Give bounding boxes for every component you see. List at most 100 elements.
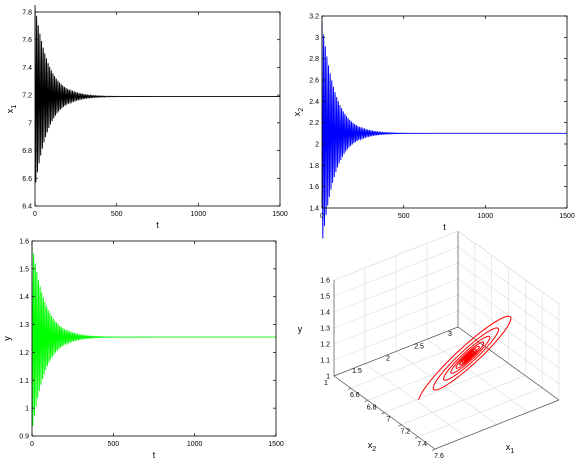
y-tick-label: 7.4 — [22, 65, 32, 72]
x-tick-label: 500 — [107, 441, 119, 448]
x-tick-label: 500 — [398, 213, 410, 220]
z-tick-label: 1.2 — [320, 342, 330, 349]
y-tick-label: 7.8 — [22, 10, 32, 17]
x1-tick — [381, 412, 385, 415]
grid-floor-y — [426, 339, 529, 413]
series-line-0 — [321, 21, 567, 239]
x1-tick — [415, 436, 419, 439]
x-axis-label: t — [156, 220, 159, 230]
axis-x2 — [434, 399, 560, 450]
grid-wall-z — [457, 262, 560, 337]
x1-tick-label: 6.8 — [367, 404, 377, 411]
grid-floor-y — [364, 363, 467, 437]
y-tick-label: 1.4 — [19, 294, 29, 301]
x-tick-label: 0 — [320, 213, 324, 220]
grid-side-z — [333, 310, 459, 361]
x2-axis-label: x2 — [368, 440, 377, 453]
x-tick-label: 1000 — [191, 211, 207, 218]
y-tick-label: 1.3 — [19, 322, 29, 329]
y-tick-label: 3.2 — [309, 14, 319, 21]
y-tick-label: 3 — [315, 35, 319, 42]
series-line-0 — [34, 5, 280, 183]
x-axis-label: t — [443, 222, 446, 232]
axes-box — [31, 240, 277, 437]
y-tick-label: 1.8 — [309, 163, 319, 170]
axes-box — [321, 15, 568, 209]
y-tick-label: 6.8 — [22, 148, 32, 155]
plot-p3: 0 500 1000 1500 0.9 1 1.1 1.2 1.3 1.4 1.5 1.6 t y — [2, 239, 284, 461]
z-axis-label: y — [298, 324, 303, 334]
box-edge-top — [457, 230, 560, 305]
grid-side-z — [333, 278, 459, 329]
x-tick-label: 0 — [33, 211, 37, 218]
y-tick-label: 2.6 — [309, 78, 319, 85]
y-tick-label: 2.8 — [309, 56, 319, 63]
y-tick-label: 0.9 — [19, 434, 29, 441]
y-tick-label: 2.2 — [309, 120, 319, 127]
y-tick-label: 1.1 — [19, 378, 29, 385]
x1-tick-label: 7.6 — [434, 453, 444, 460]
series-line-0 — [31, 242, 276, 427]
x1-tick-label: 7 — [387, 417, 391, 424]
y-tick-label: 1 — [25, 406, 29, 413]
box-edge — [333, 326, 459, 377]
x2-tick-label: 1.5 — [352, 368, 362, 375]
grid-side-z — [333, 262, 459, 313]
x-axis-label: t — [153, 450, 156, 460]
y-tick-label: 7 — [28, 120, 32, 127]
x1-tick — [398, 424, 402, 427]
x2-tick-label: 2.5 — [414, 343, 424, 350]
x2-tick-label: 2 — [386, 356, 390, 363]
box-edge-top — [333, 230, 459, 281]
y-tick-label: 7.2 — [22, 93, 32, 100]
x2-tick-label: 1 — [324, 380, 328, 387]
x1-tick — [364, 400, 368, 403]
x-tick-label: 500 — [111, 211, 123, 218]
grid-wall-z — [457, 246, 560, 321]
x1-tick-label: 7.2 — [400, 429, 410, 436]
grid-side-z — [333, 294, 459, 345]
x1-tick — [431, 448, 436, 451]
x-tick-label: 1500 — [559, 213, 575, 220]
plot-p1: 0 500 1000 1500 6.4 6.6 6.8 7 7.2 7.4 7.6 7.8 t x1 — [5, 5, 288, 230]
y-tick-label: 7.6 — [22, 37, 32, 44]
y-tick-label: 1.5 — [19, 266, 29, 273]
z-tick-label: 1 — [326, 374, 330, 381]
plot-p2: 0 500 1000 1500 1.4 1.6 1.8 2 2.2 2.4 2.6 2.8 3 3.2 t x… — [292, 14, 575, 239]
x-tick-label: 1000 — [478, 213, 494, 220]
x-tick-label: 0 — [30, 441, 34, 448]
z-tick-label: 1.5 — [320, 294, 330, 301]
x1-tick — [347, 387, 351, 390]
grid-wall-z — [457, 278, 560, 353]
x-tick-label: 1500 — [268, 441, 284, 448]
y-tick-label: 6.4 — [22, 204, 32, 211]
grid-floor-y — [395, 351, 498, 425]
x1-tick-label: 7.4 — [417, 441, 427, 448]
y-tick-label: 6.6 — [22, 176, 32, 183]
z-tick-label: 1.1 — [320, 358, 330, 365]
axes-box — [34, 11, 281, 207]
y-tick-label: 1.2 — [19, 350, 29, 357]
y-tick-label: 2 — [315, 142, 319, 149]
y-axis-label: y — [2, 336, 12, 341]
y-tick-label: 1.6 — [19, 239, 29, 246]
y-axis-label: x1 — [5, 105, 18, 114]
x2-tick-label: 3 — [448, 331, 452, 338]
grid-wall-z — [457, 294, 560, 369]
z-tick-label: 1.3 — [320, 326, 330, 333]
y-tick-label: 1.6 — [309, 184, 319, 191]
plot-p4: 6.6 6.8 7 7.2 7.4 7.6 1 1.5 2 2.5 3 1 1.1 1.2 1.3 1.4 1.… — [298, 230, 560, 460]
series-trajectory — [418, 315, 512, 400]
grid-wall-z — [457, 310, 560, 385]
y-tick-label: 1.4 — [309, 206, 319, 213]
x-tick-label: 1500 — [272, 211, 288, 218]
grid-side-z — [333, 246, 459, 297]
y-axis-label: x2 — [292, 108, 305, 117]
box-edge — [457, 326, 560, 401]
z-tick-label: 1.6 — [320, 278, 330, 285]
z-tick-label: 1.4 — [320, 310, 330, 317]
x1-tick-label: 6.6 — [350, 392, 360, 399]
y-tick-label: 2.4 — [309, 99, 319, 106]
x1-axis-label: x1 — [506, 442, 515, 455]
